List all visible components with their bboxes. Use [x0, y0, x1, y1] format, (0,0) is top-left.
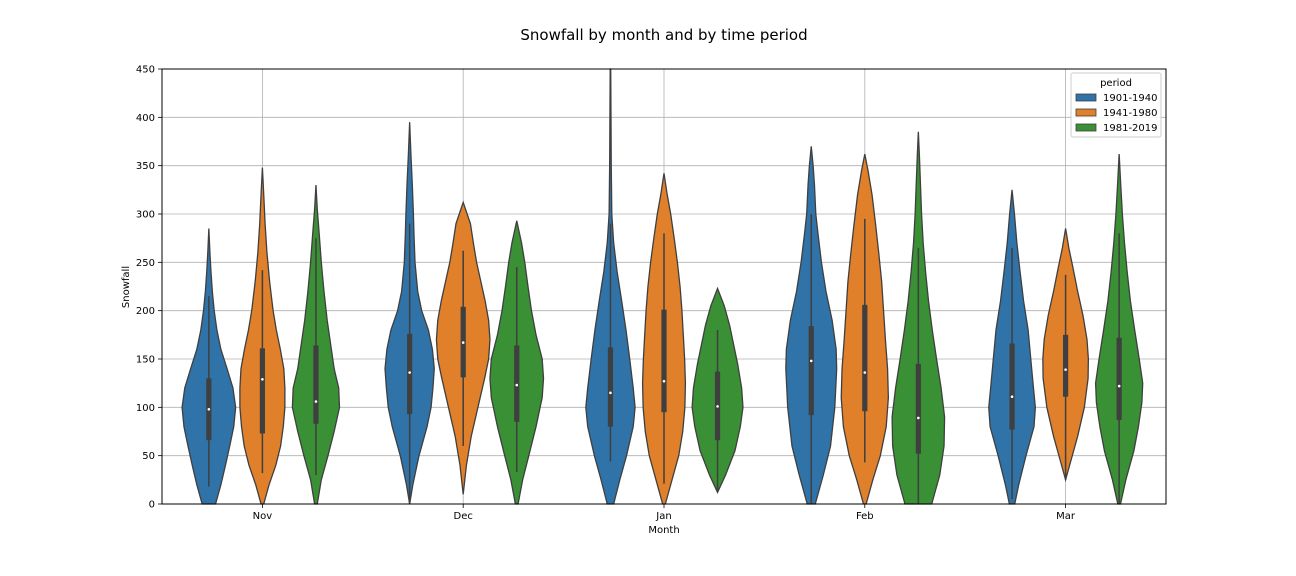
y-tick-label: 250: [136, 258, 155, 269]
legend: period 1901-1940 1941-1980 1981-2019: [1070, 72, 1162, 138]
x-axis-title: Month: [648, 525, 679, 536]
legend-swatch: [1075, 108, 1097, 117]
violin-median: [261, 378, 264, 381]
violin-iqr-box: [1063, 334, 1069, 397]
y-tick-label: 200: [136, 306, 155, 317]
violin-median: [408, 371, 411, 374]
x-tick-label: Mar: [1056, 511, 1076, 522]
violin-median: [662, 379, 666, 383]
violin-median: [1064, 368, 1067, 371]
violin-iqr-box: [808, 326, 814, 416]
violin-median: [1117, 384, 1121, 388]
legend-swatch: [1075, 93, 1097, 102]
violin-median: [314, 400, 318, 403]
legend-box: [1070, 72, 1162, 138]
axes: 0 50 100 150 200 250 300 350 400 450 Nov Dec Jan Feb M…: [136, 65, 1076, 523]
violin-iqr-box: [607, 347, 614, 427]
violin-iqr-box: [407, 333, 413, 415]
y-tick-label: 450: [136, 65, 155, 76]
legend-title: period: [1100, 78, 1132, 89]
y-tick-label: 150: [136, 355, 155, 366]
violin-iqr-box: [313, 345, 319, 424]
violin-iqr-box: [259, 348, 265, 434]
violin-iqr-box: [1116, 337, 1122, 420]
x-tick-label: Jan: [655, 511, 671, 522]
legend-label: 1981-2019: [1103, 123, 1158, 134]
chart-title: Snowfall by month and by time period: [520, 26, 807, 44]
violin-median: [809, 359, 813, 363]
violin-iqr-box: [862, 304, 868, 412]
x-tick-label: Feb: [856, 511, 874, 522]
violin-median: [461, 341, 465, 344]
legend-label: 1901-1940: [1103, 93, 1158, 104]
violin-iqr-box: [514, 345, 520, 422]
y-tick-label: 300: [136, 210, 155, 221]
violin-median: [716, 405, 719, 408]
violin-median: [609, 391, 612, 395]
violin-iqr-box: [1009, 343, 1015, 430]
legend-swatch: [1075, 123, 1097, 132]
violin-median: [917, 416, 920, 420]
y-tick-label: 400: [136, 113, 155, 124]
y-axis-title: Snowfall: [121, 266, 132, 308]
violin-median: [863, 371, 867, 374]
y-tick-label: 50: [142, 451, 155, 462]
violin-median: [515, 383, 519, 387]
violin-plot-area: [181, 68, 1144, 505]
y-tick-label: 100: [136, 403, 155, 414]
violin-median: [207, 407, 211, 411]
violin-iqr-box: [915, 363, 921, 454]
y-tick-label: 0: [149, 500, 155, 511]
x-tick-label: Nov: [253, 511, 273, 522]
legend-label: 1941-1980: [1103, 108, 1158, 119]
violin-iqr-box: [661, 309, 667, 413]
x-tick-label: Dec: [454, 511, 473, 522]
violin-median: [1010, 395, 1014, 399]
y-tick-label: 350: [136, 161, 155, 172]
